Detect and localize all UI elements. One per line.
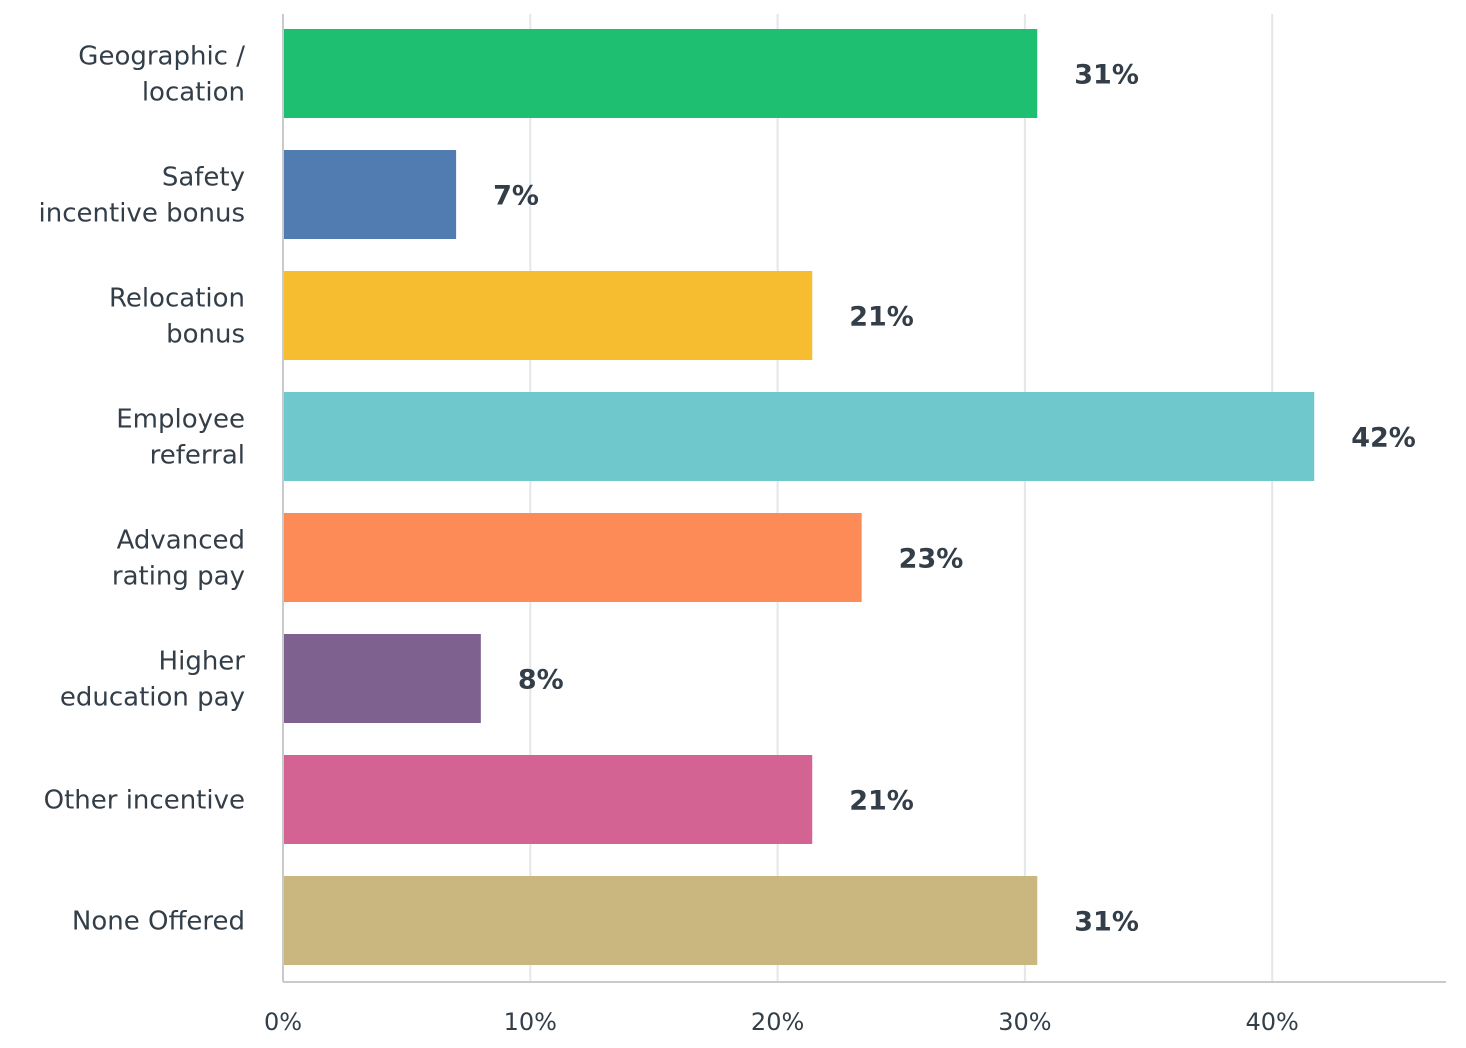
- bar-7: [284, 876, 1038, 965]
- value-label-1: 7%: [493, 181, 539, 212]
- bar-4: [284, 513, 862, 602]
- category-label-7-0: None Offered: [72, 907, 245, 937]
- x-tick-label-10: 10%: [504, 1008, 557, 1036]
- x-tick-label-0: 0%: [264, 1008, 302, 1036]
- category-label-2-0: Relocation: [109, 284, 245, 314]
- category-label-3-0: Employee: [116, 405, 245, 435]
- value-label-0: 31%: [1074, 60, 1139, 91]
- value-label-3: 42%: [1351, 423, 1416, 454]
- category-label-0-1: location: [142, 78, 245, 108]
- bar-6: [284, 755, 813, 844]
- value-label-5: 8%: [518, 665, 564, 696]
- x-tick-label-30: 30%: [998, 1008, 1051, 1036]
- bar-3: [284, 392, 1315, 481]
- x-tick-label-20: 20%: [751, 1008, 804, 1036]
- bar-2: [284, 271, 813, 360]
- category-label-4-0: Advanced: [117, 526, 245, 556]
- category-label-0-0: Geographic /: [78, 42, 245, 72]
- x-tick-label-40: 40%: [1246, 1008, 1299, 1036]
- bar-1: [284, 150, 457, 239]
- axes: [282, 14, 1446, 983]
- bar-0: [284, 29, 1038, 118]
- category-label-6-0: Other incentive: [44, 786, 245, 816]
- bar-5: [284, 634, 481, 723]
- category-label-1-1: incentive bonus: [39, 199, 245, 229]
- category-label-5-1: education pay: [60, 683, 245, 713]
- value-label-4: 23%: [899, 544, 964, 575]
- category-label-5-0: Higher: [159, 647, 246, 677]
- bars: [284, 29, 1315, 965]
- category-label-4-1: rating pay: [112, 562, 245, 592]
- category-label-1-0: Safety: [162, 163, 245, 193]
- category-label-3-1: referral: [150, 441, 245, 471]
- value-label-6: 21%: [849, 786, 914, 817]
- category-label-2-1: bonus: [166, 320, 245, 350]
- value-label-2: 21%: [849, 302, 914, 333]
- value-label-7: 31%: [1074, 907, 1139, 938]
- labels: 31% Geographic / location 7% Safety incentive…: [39, 42, 1416, 1037]
